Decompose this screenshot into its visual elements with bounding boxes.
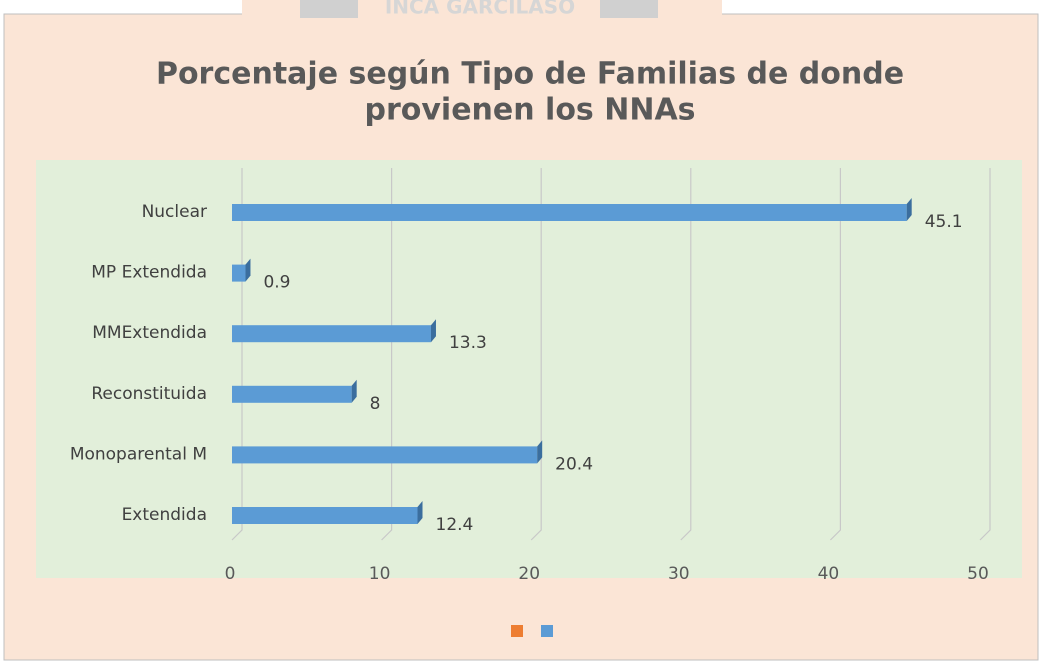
bar [232, 204, 907, 221]
bar [232, 325, 431, 343]
y-tick-label: Reconstituida [91, 384, 207, 404]
bar [232, 264, 246, 282]
bar [232, 446, 538, 464]
watermark-block [300, 0, 358, 18]
x-tick-label: 30 [668, 564, 690, 584]
grid-line [979, 168, 991, 541]
x-tick-label: 40 [818, 564, 840, 584]
bar-side [537, 440, 543, 464]
bar [232, 385, 352, 403]
x-tick-label: 10 [369, 564, 391, 584]
y-tick-label: MP Extendida [91, 263, 207, 283]
grid-line [231, 168, 243, 541]
x-tick-label: 0 [225, 564, 236, 584]
data-label: 13.3 [449, 333, 487, 353]
plot-area [36, 160, 1022, 578]
bar-side [245, 258, 251, 282]
data-label: 20.4 [555, 454, 593, 474]
chart-title: provienen los NNAs [364, 93, 695, 128]
bar-side [906, 198, 912, 221]
data-label: 45.1 [925, 212, 963, 232]
y-tick-label: MMExtendida [92, 323, 207, 343]
legend-swatch [541, 625, 553, 637]
grid-line [381, 168, 393, 541]
watermark: INCA GARCILASO [385, 0, 575, 19]
legend-swatch [511, 625, 523, 637]
bar [232, 507, 418, 524]
y-tick-label: Extendida [122, 505, 207, 525]
grid-line [680, 168, 692, 541]
bar-side [351, 379, 357, 403]
data-label: 8 [370, 394, 381, 414]
watermark-block [600, 0, 658, 18]
grid-line [829, 168, 841, 541]
y-tick-label: Nuclear [142, 202, 207, 222]
data-label: 0.9 [263, 273, 290, 293]
data-label: 12.4 [436, 515, 474, 535]
grid-line [530, 168, 542, 541]
bar-side [430, 319, 436, 343]
bar-side [417, 501, 423, 524]
y-tick-label: Monoparental M [70, 444, 207, 464]
x-tick-label: 50 [967, 564, 989, 584]
x-tick-label: 20 [518, 564, 540, 584]
chart-title: Porcentaje según Tipo de Familias de don… [156, 57, 904, 92]
